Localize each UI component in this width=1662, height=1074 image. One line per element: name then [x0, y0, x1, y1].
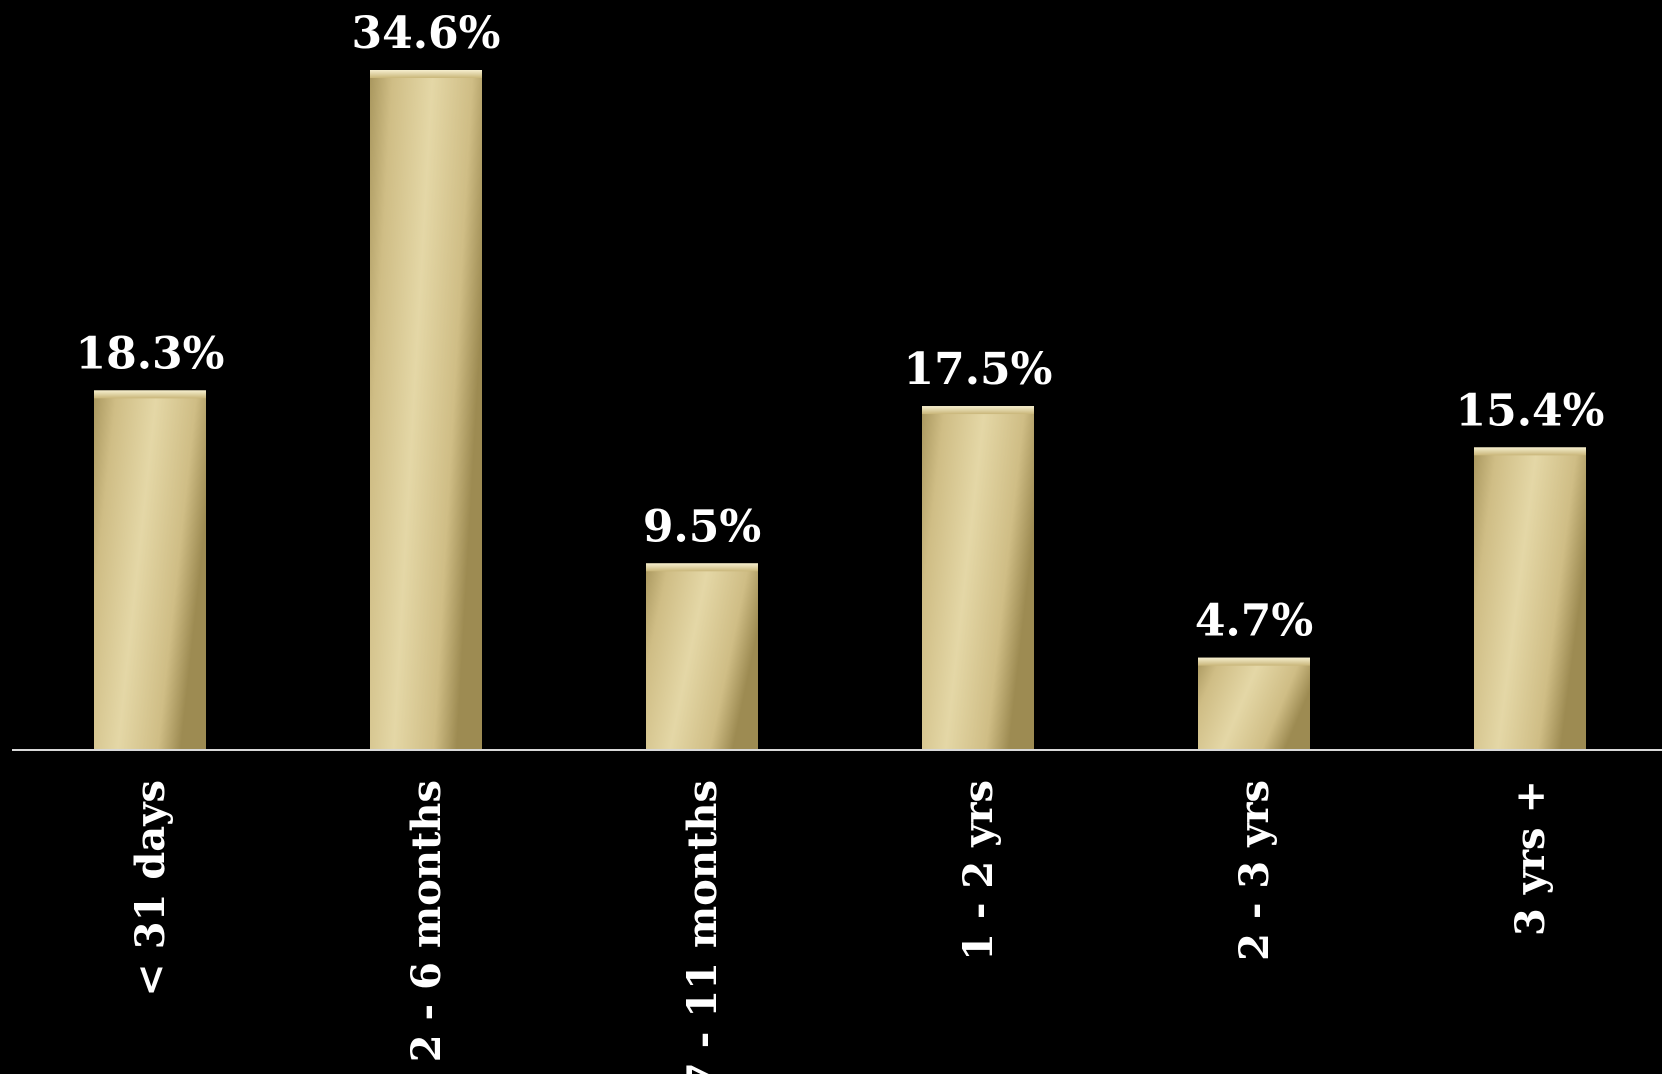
- bar-1: [370, 70, 482, 750]
- value-label-2: 9.5%: [643, 501, 761, 552]
- bar-4: [1198, 657, 1310, 750]
- bar-cap-0: [94, 390, 206, 399]
- category-label-0: < 31 days: [127, 780, 174, 997]
- bar-cap-3: [922, 406, 1034, 415]
- bars-layer: [94, 70, 1586, 750]
- bar-cap-5: [1474, 447, 1586, 456]
- bar-0: [94, 390, 206, 750]
- value-label-5: 15.4%: [1456, 385, 1605, 436]
- bar-2: [646, 563, 758, 750]
- category-label-2: 7 - 11 months: [679, 780, 726, 1074]
- value-label-3: 17.5%: [904, 344, 1053, 395]
- labels-layer: 18.3% < 31 days 34.6% 2 - 6 months 9.5% 7 - 1…: [76, 8, 1605, 1074]
- value-label-0: 18.3%: [76, 328, 225, 379]
- value-label-4: 4.7%: [1195, 596, 1313, 647]
- bar-cap-1: [370, 70, 482, 78]
- category-label-3: 1 - 2 yrs: [955, 780, 1002, 961]
- value-label-1: 34.6%: [352, 8, 501, 59]
- category-label-5: 3 yrs +: [1507, 780, 1554, 936]
- category-label-4: 2 - 3 yrs: [1231, 780, 1278, 961]
- bar-5: [1474, 447, 1586, 750]
- bar-cap-2: [646, 563, 758, 572]
- bar-cap-4: [1198, 657, 1310, 666]
- category-label-1: 2 - 6 months: [403, 780, 450, 1062]
- bar-3: [922, 406, 1034, 750]
